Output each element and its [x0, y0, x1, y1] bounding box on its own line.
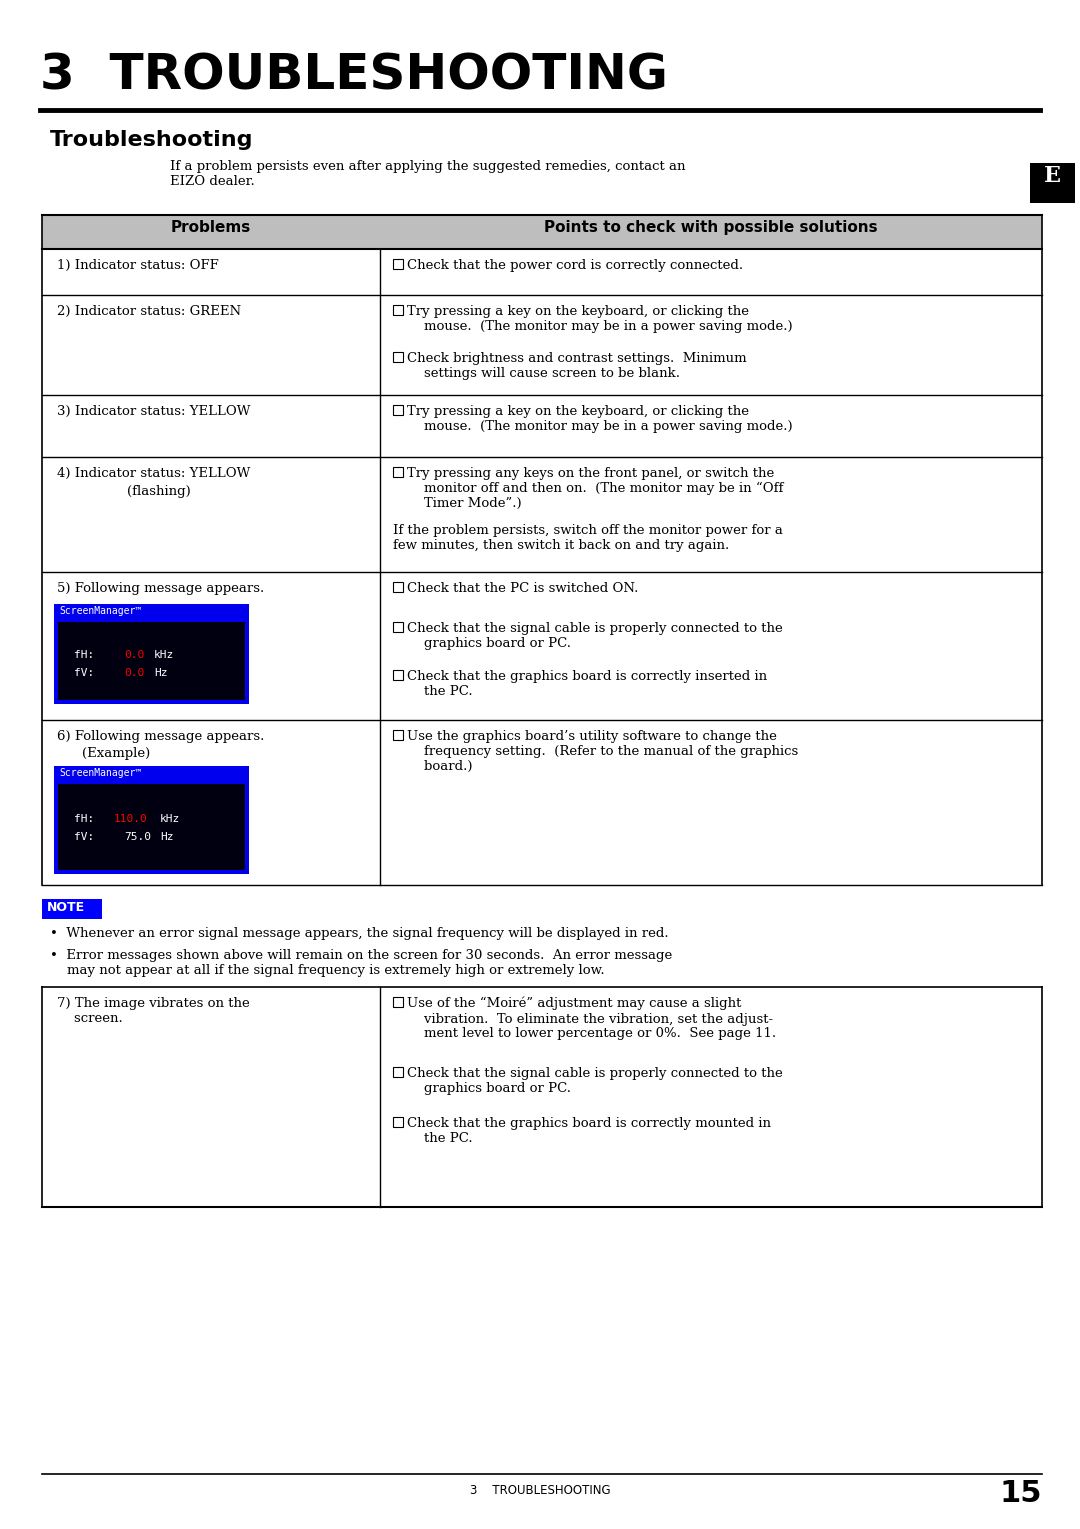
Text: 2) Indicator status: GREEN: 2) Indicator status: GREEN [57, 304, 241, 318]
Text: 1) Indicator status: OFF: 1) Indicator status: OFF [57, 258, 219, 272]
Bar [42, 216, 1042, 249]
Text: 3  TROUBLESHOOTING: 3 TROUBLESHOOTING [40, 52, 669, 99]
Bar [393, 258, 403, 269]
Text: Try pressing a key on the keyboard, or clicking the
    mouse.  (The monitor may: Try pressing a key on the keyboard, or c… [407, 304, 793, 333]
Text: If a problem persists even after applying the suggested remedies, contact an
EIZ: If a problem persists even after applyin… [170, 161, 686, 188]
Text: 7) The image vibrates on the
    screen.: 7) The image vibrates on the screen. [57, 997, 249, 1024]
Text: fV:: fV: [75, 832, 94, 842]
Text: Check that the graphics board is correctly inserted in
    the PC.: Check that the graphics board is correct… [407, 670, 767, 699]
Text: Use of the “Moiré” adjustment may cause a slight
    vibration.  To eliminate th: Use of the “Moiré” adjustment may cause … [407, 997, 777, 1041]
Text: 110.0: 110.0 [114, 813, 148, 824]
Text: fH:: fH: [75, 813, 94, 824]
Bar [393, 466, 403, 477]
Bar [393, 1067, 403, 1076]
Text: fV:: fV: [75, 668, 94, 677]
Bar [393, 583, 403, 592]
Bar [58, 784, 245, 870]
Text: •  Whenever an error signal message appears, the signal frequency will be displa: • Whenever an error signal message appea… [50, 927, 669, 940]
Text: Check brightness and contrast settings.  Minimum
    settings will cause screen : Check brightness and contrast settings. … [407, 352, 746, 381]
Bar [393, 997, 403, 1008]
Text: fH:: fH: [75, 650, 94, 661]
Text: 0.0: 0.0 [124, 650, 145, 661]
Bar [393, 352, 403, 362]
Text: Check that the signal cable is properly connected to the
    graphics board or P: Check that the signal cable is properly … [407, 1067, 783, 1095]
Text: Problems: Problems [171, 220, 252, 235]
Text: (flashing): (flashing) [127, 485, 191, 498]
Text: 3) Indicator status: YELLOW: 3) Indicator status: YELLOW [57, 405, 251, 417]
Text: kHz: kHz [160, 813, 180, 824]
Text: •  Error messages shown above will remain on the screen for 30 seconds.  An erro: • Error messages shown above will remain… [50, 950, 672, 977]
Bar [393, 670, 403, 680]
Text: 75.0: 75.0 [124, 832, 151, 842]
Bar [54, 766, 249, 875]
Bar [393, 304, 403, 315]
Text: E: E [1043, 165, 1061, 187]
Text: Hz: Hz [154, 668, 167, 677]
Text: Check that the PC is switched ON.: Check that the PC is switched ON. [407, 583, 638, 595]
Text: Points to check with possible solutions: Points to check with possible solutions [544, 220, 878, 235]
Text: 15: 15 [999, 1479, 1042, 1508]
Text: 3    TROUBLESHOOTING: 3 TROUBLESHOOTING [470, 1485, 610, 1497]
Text: 4) Indicator status: YELLOW: 4) Indicator status: YELLOW [57, 466, 251, 480]
Text: Troubleshooting: Troubleshooting [50, 130, 254, 150]
Bar [393, 405, 403, 414]
Text: 6) Following message appears.: 6) Following message appears. [57, 729, 265, 743]
Text: Use the graphics board’s utility software to change the
    frequency setting.  : Use the graphics board’s utility softwar… [407, 729, 798, 774]
Bar [42, 899, 102, 919]
Bar [58, 622, 245, 700]
Text: Try pressing any keys on the front panel, or switch the
    monitor off and then: Try pressing any keys on the front panel… [407, 466, 783, 511]
Bar [54, 604, 249, 703]
Text: Check that the graphics board is correctly mounted in
    the PC.: Check that the graphics board is correct… [407, 1118, 771, 1145]
Bar [393, 729, 403, 740]
Text: 5) Following message appears.: 5) Following message appears. [57, 583, 265, 595]
Text: Hz: Hz [160, 832, 174, 842]
Text: NOTE: NOTE [48, 901, 85, 914]
Text: Check that the power cord is correctly connected.: Check that the power cord is correctly c… [407, 258, 743, 272]
Bar [393, 1118, 403, 1127]
Text: Try pressing a key on the keyboard, or clicking the
    mouse.  (The monitor may: Try pressing a key on the keyboard, or c… [407, 405, 793, 433]
Text: kHz: kHz [154, 650, 174, 661]
Text: If the problem persists, switch off the monitor power for a
few minutes, then sw: If the problem persists, switch off the … [393, 524, 783, 552]
Text: ScreenManager™: ScreenManager™ [59, 605, 141, 616]
Text: 0.0: 0.0 [124, 668, 145, 677]
Text: ScreenManager™: ScreenManager™ [59, 768, 141, 778]
Text: (Example): (Example) [82, 748, 150, 760]
Text: Check that the signal cable is properly connected to the
    graphics board or P: Check that the signal cable is properly … [407, 622, 783, 650]
Bar [393, 622, 403, 631]
Bar [1030, 164, 1075, 203]
